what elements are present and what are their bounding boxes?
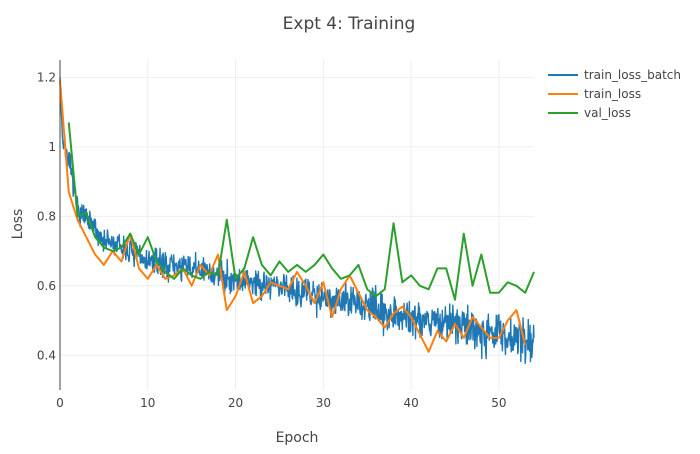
series-line-train-loss-batch [59,77,535,364]
gridlines [59,60,534,390]
x-tick-label: 30 [316,396,331,410]
legend: train_loss_batch train_loss val_loss [548,68,681,120]
x-tick-label: 40 [403,396,418,410]
y-axis-title: Loss [10,209,26,240]
legend-label: val_loss [584,106,631,120]
series-layer [59,77,535,364]
x-tick-label: 50 [491,396,506,410]
y-tick-label: 0.8 [37,209,56,223]
x-tick-label: 0 [56,396,64,410]
tick-labels: 0 10 20 30 40 50 0.4 0.6 0.8 1 1.2 [37,70,507,410]
x-tick-label: 20 [228,396,243,410]
y-tick-label: 1 [48,140,56,154]
legend-label: train_loss [584,87,641,101]
y-tick-label: 1.2 [37,70,56,84]
y-tick-label: 0.6 [37,279,56,293]
chart-title: Expt 4: Training [283,14,416,34]
series-line-val-loss [67,122,535,301]
series-line-train-loss [59,80,527,353]
x-tick-label: 10 [140,396,155,410]
x-axis-title: Epoch [276,430,319,446]
legend-label: train_loss_batch [584,68,681,82]
y-tick-label: 0.4 [37,348,56,362]
